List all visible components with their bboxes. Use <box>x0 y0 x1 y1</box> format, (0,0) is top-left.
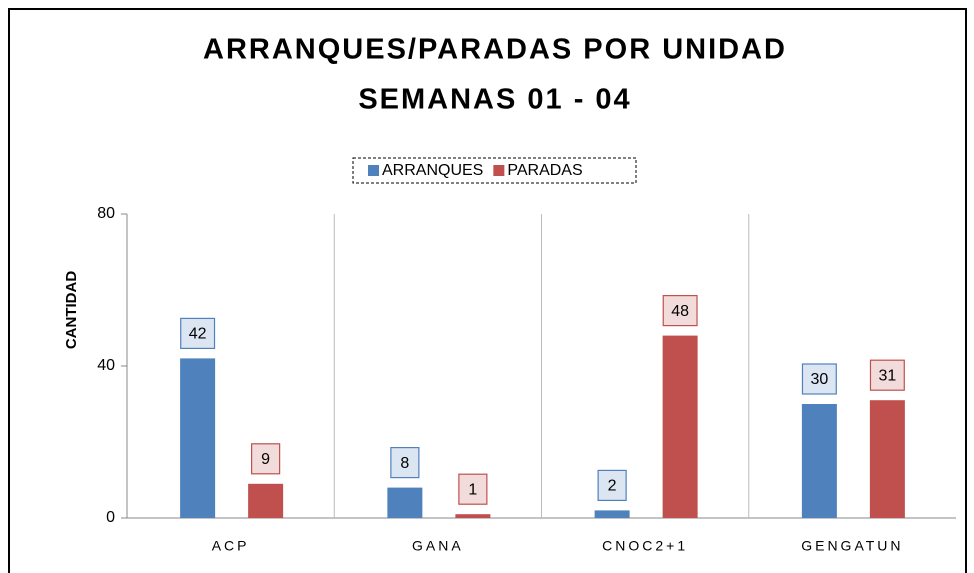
bar <box>455 514 491 518</box>
value-label-box <box>251 443 281 475</box>
value-label: 8 <box>400 455 409 472</box>
x-tick-label: ACP <box>212 538 250 554</box>
value-label-box <box>801 363 837 395</box>
y-axis-label: CANTIDAD <box>63 271 80 349</box>
value-label-box <box>458 473 488 505</box>
y-tick-label: 80 <box>97 205 115 222</box>
value-label: 2 <box>608 478 617 495</box>
value-label-box <box>390 447 420 479</box>
chart-subtitle: SEMANAS 01 - 04 <box>358 84 631 116</box>
legend-swatch <box>493 165 505 176</box>
x-tick-label: GENGATUN <box>801 538 903 554</box>
value-label: 1 <box>468 481 477 498</box>
bar <box>869 400 905 518</box>
y-tick-label: 40 <box>97 357 115 374</box>
x-tick-label: CNOC2+1 <box>602 538 688 554</box>
value-label-box <box>180 317 216 349</box>
value-label: 31 <box>878 367 896 384</box>
legend-swatch <box>368 165 379 176</box>
bar <box>180 358 216 518</box>
value-label: 48 <box>671 303 689 320</box>
value-label: 30 <box>810 371 828 388</box>
bar <box>387 487 423 518</box>
bar <box>662 335 698 518</box>
bar <box>248 483 284 518</box>
x-tick-label: GANA <box>412 538 464 554</box>
value-label-box <box>597 469 627 501</box>
value-label-box <box>869 359 905 391</box>
legend-label: ARRANQUES <box>382 162 483 179</box>
value-label: 42 <box>189 326 207 343</box>
chart-title: ARRANQUES/PARADAS POR UNIDAD <box>203 34 787 66</box>
value-label-box <box>662 295 698 327</box>
bar <box>801 404 837 518</box>
value-label: 9 <box>261 451 270 468</box>
legend-label: PARADAS <box>507 162 582 179</box>
y-tick-label: 0 <box>106 509 115 526</box>
bar <box>594 510 630 518</box>
